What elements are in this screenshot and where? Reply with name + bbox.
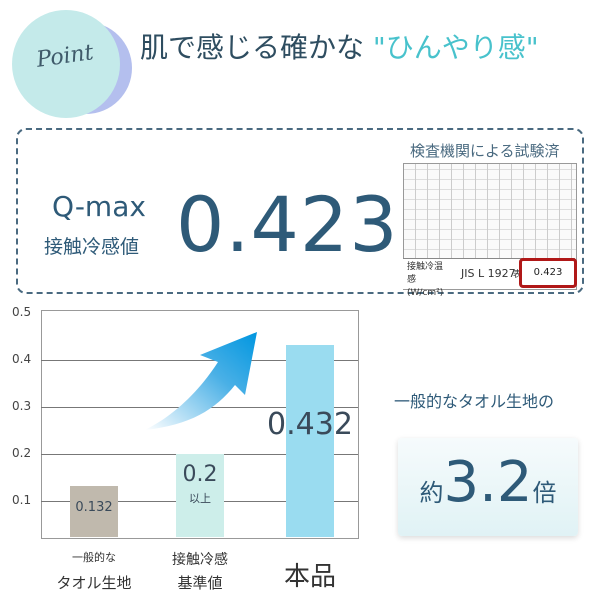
qmax-panel bbox=[16, 128, 584, 294]
ratio-prefix: 約 bbox=[419, 479, 444, 507]
bar-data-label: 0.132 bbox=[75, 499, 113, 515]
y-tick-label: 0.2 bbox=[12, 446, 32, 460]
page-title: 肌で感じる確かな "ひんやり感" bbox=[140, 26, 539, 66]
bar-data-label: 0.432 bbox=[267, 406, 353, 442]
x-category-label: 接触冷感 bbox=[172, 552, 228, 568]
title-main: 肌で感じる確かな bbox=[140, 31, 373, 64]
y-tick-label: 0.4 bbox=[12, 352, 32, 366]
badge-circle bbox=[12, 10, 120, 118]
qmax-label: Q-max bbox=[52, 190, 146, 223]
test-row-label: 接触冷温感 (W/cm²) bbox=[407, 262, 444, 298]
chart-frame bbox=[41, 310, 359, 539]
bar-0 bbox=[70, 485, 118, 537]
test-standard: JIS L 1927 bbox=[461, 267, 516, 280]
comparison-ratio: 約3.2倍 bbox=[398, 450, 578, 515]
gridline bbox=[41, 360, 358, 361]
ratio-value: 3.2 bbox=[443, 450, 533, 515]
test-doc-title: 検査機関による試験済 bbox=[410, 142, 560, 160]
y-tick-label: 0.3 bbox=[12, 399, 32, 413]
ratio-suffix: 倍 bbox=[532, 479, 557, 507]
up-arrow-icon bbox=[145, 332, 257, 430]
bar-data-suffix: 以上 bbox=[189, 492, 211, 505]
bar-2 bbox=[286, 344, 334, 537]
x-category-label: 本品 bbox=[283, 562, 336, 592]
y-tick-label: 0.5 bbox=[12, 305, 32, 319]
bar-1 bbox=[176, 454, 224, 537]
x-category-label: 基準値 bbox=[177, 574, 223, 592]
x-category-label: タオル生地 bbox=[56, 574, 132, 592]
x-category-label: 一般的な bbox=[72, 551, 116, 564]
comparison-caption: 一般的なタオル生地の bbox=[394, 392, 555, 411]
test-value-highlight: 0.423 bbox=[519, 258, 577, 288]
y-tick-label: 0.1 bbox=[12, 493, 32, 507]
qmax-sub-label: 接触冷感値 bbox=[44, 236, 140, 258]
qmax-value: 0.423 bbox=[176, 180, 399, 269]
title-highlight: "ひんやり感" bbox=[372, 31, 539, 64]
comparison-box: 約3.2倍 bbox=[398, 438, 578, 536]
bar-data-label: 0.2 bbox=[182, 462, 218, 487]
